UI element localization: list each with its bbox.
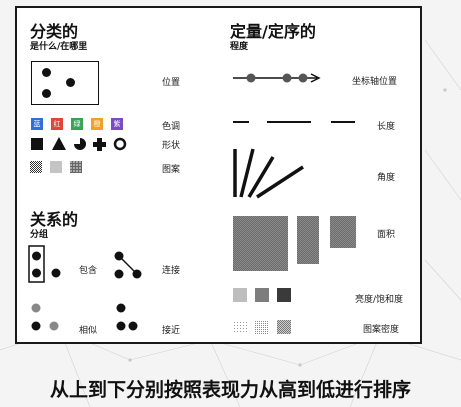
- proximity-label: 接近: [162, 326, 181, 336]
- position-dot: [42, 89, 51, 98]
- visual-encoding-card: 分类的 是什么/在哪里 位置 蓝 红 绿 橙 紫 色调 形状 图案 关系的 分: [15, 6, 422, 344]
- pattern-examples: [30, 161, 82, 173]
- pattern-density-example: [233, 320, 291, 334]
- quantitative-subtitle: 程度: [230, 42, 249, 52]
- brightness-example: [233, 288, 291, 302]
- brightness-label: 亮度/饱和度: [355, 295, 404, 305]
- angle-label: 角度: [377, 173, 396, 183]
- position-dot: [42, 68, 51, 77]
- axis-position-label: 坐标轴位置: [352, 77, 398, 87]
- length-example: [233, 121, 355, 123]
- containment-example: [28, 245, 61, 283]
- position-dot: [66, 78, 75, 87]
- hue-swatch-orange: 橙: [91, 118, 103, 130]
- length-label: 长度: [377, 122, 396, 132]
- axis-position-example: [233, 73, 321, 83]
- categorical-subtitle: 是什么/在哪里: [30, 42, 88, 52]
- pattern-density-label: 图案密度: [363, 325, 400, 335]
- shape-examples: [31, 137, 127, 151]
- position-example-box: [31, 61, 99, 105]
- relational-subtitle: 分组: [30, 230, 49, 240]
- relational-title: 关系的: [30, 210, 79, 229]
- proximity-example: [116, 303, 138, 331]
- hue-swatch-green: 绿: [71, 118, 83, 130]
- connection-example: [114, 251, 142, 279]
- position-label: 位置: [162, 78, 181, 88]
- pattern-label: 图案: [162, 165, 181, 175]
- hue-swatch-purple: 紫: [111, 118, 123, 130]
- categorical-title: 分类的: [30, 22, 79, 41]
- similarity-label: 相似: [79, 326, 98, 336]
- hue-swatch-red: 红: [51, 118, 63, 130]
- angle-example: [233, 148, 304, 199]
- area-label: 面积: [377, 230, 396, 240]
- connection-label: 连接: [162, 266, 181, 276]
- hue-swatch-blue: 蓝: [31, 118, 43, 130]
- similarity-example: [31, 303, 59, 331]
- hue-label: 色调: [162, 122, 181, 132]
- shape-label: 形状: [162, 141, 181, 151]
- quantitative-title: 定量/定序的: [230, 22, 316, 41]
- caption: 从上到下分别按照表现力从高到低进行排序: [49, 379, 411, 401]
- containment-label: 包含: [79, 266, 98, 276]
- area-example: [233, 216, 356, 271]
